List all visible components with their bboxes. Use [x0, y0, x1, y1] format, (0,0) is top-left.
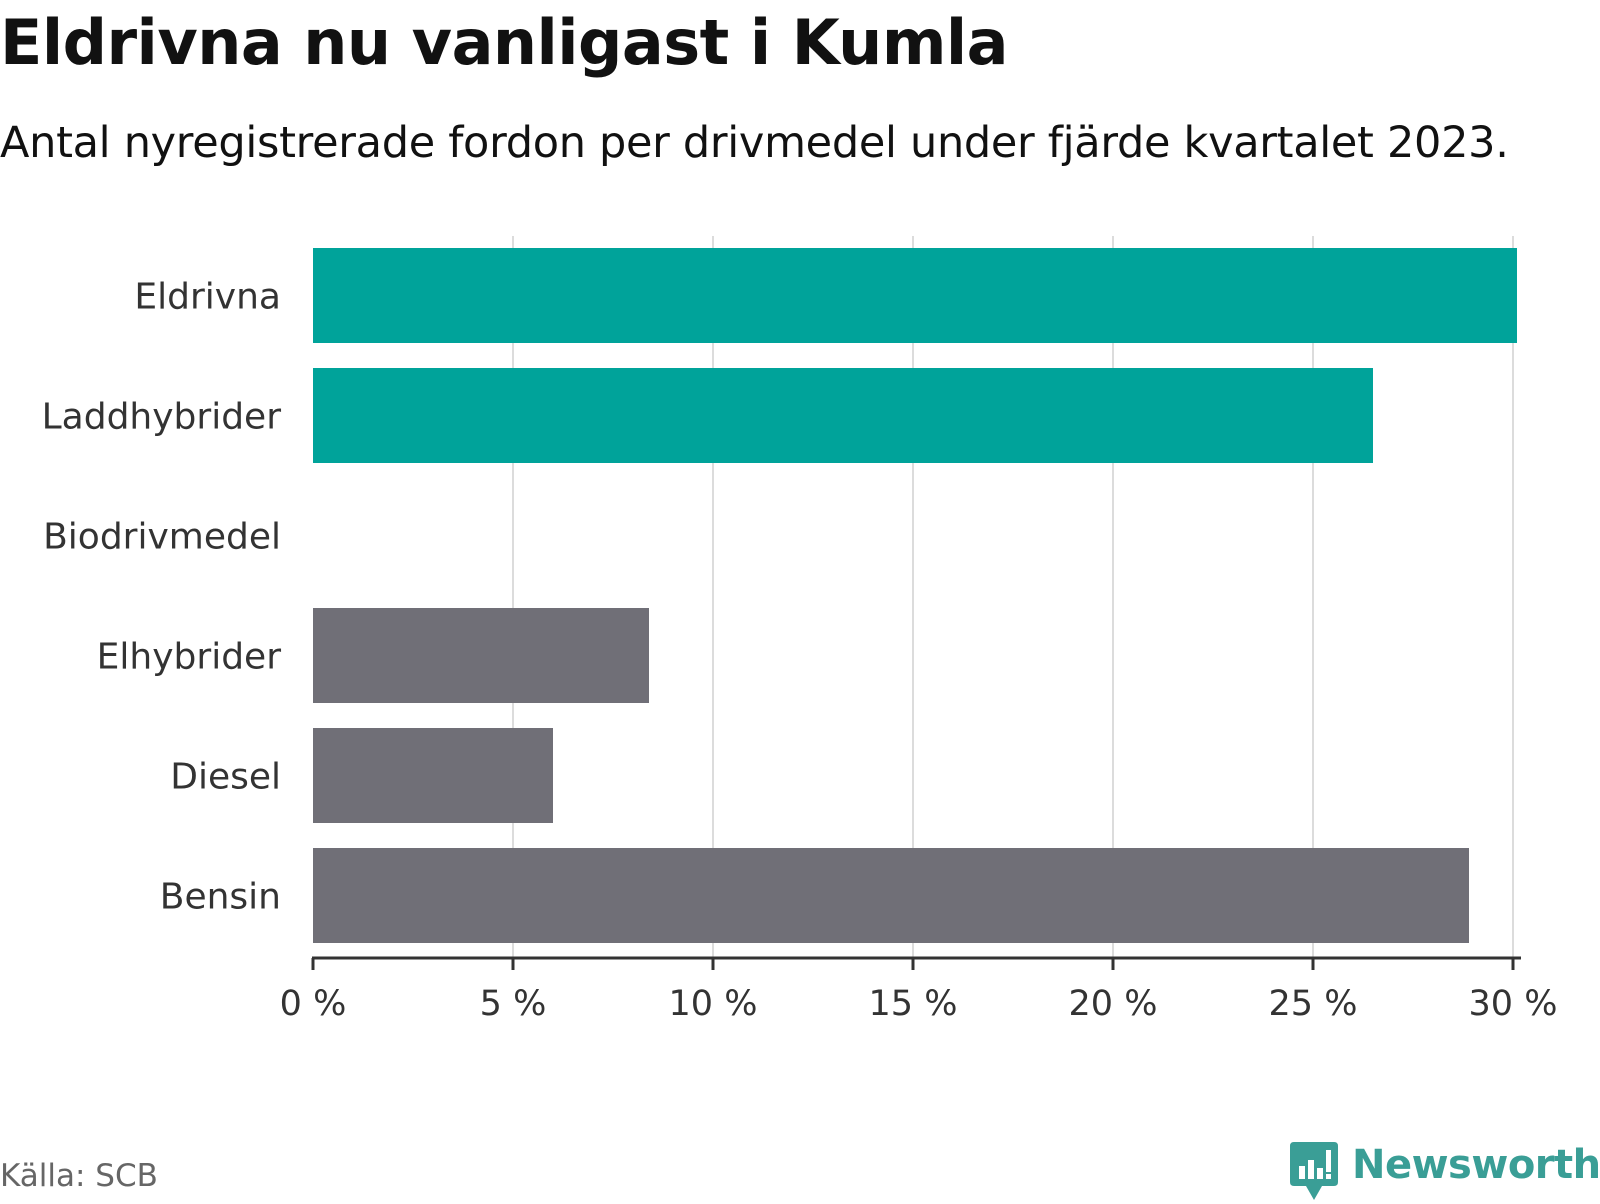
- x-tick-label-6: 30 %: [1469, 984, 1558, 1024]
- category-label-laddhybrider: Laddhybrider: [42, 397, 282, 438]
- source-note: Källa: SCB: [0, 1158, 158, 1194]
- newsworthy-logo-icon: [1290, 1142, 1338, 1200]
- chart-subtitle: Antal nyregistrerade fordon per drivmede…: [0, 118, 1509, 168]
- bar-bensin: [313, 848, 1469, 943]
- bar-diesel: [313, 728, 553, 823]
- category-label-biodrivmedel: Biodrivmedel: [43, 517, 281, 558]
- chart-title: Eldrivna nu vanligast i Kumla: [0, 6, 1009, 79]
- category-label-elhybrider: Elhybrider: [97, 637, 282, 678]
- category-label-bensin: Bensin: [160, 877, 281, 918]
- x-tick-label-4: 20 %: [1069, 984, 1158, 1024]
- bars: [313, 248, 1517, 943]
- grid-lines: [512, 236, 1514, 958]
- brand-logo: Newsworthy: [1290, 1142, 1600, 1204]
- x-tick-label-2: 10 %: [669, 984, 758, 1024]
- x-tick-label-5: 25 %: [1269, 984, 1358, 1024]
- category-labels: Eldrivna Laddhybrider Biodrivmedel Elhybrid…: [42, 277, 282, 918]
- bar-eldrivna: [313, 248, 1517, 343]
- category-label-diesel: Diesel: [170, 757, 281, 798]
- x-tick-label-1: 5 %: [480, 984, 547, 1024]
- brand-name: Newsworthy: [1352, 1142, 1600, 1188]
- x-tick-label-0: 0 %: [280, 984, 347, 1024]
- bar-laddhybrider: [313, 368, 1373, 463]
- bar-elhybrider: [313, 608, 649, 703]
- x-tick-label-3: 15 %: [869, 984, 958, 1024]
- category-label-eldrivna: Eldrivna: [134, 277, 281, 318]
- x-axis: 0 % 5 % 10 % 15 % 20 % 25 % 30 %: [280, 956, 1558, 1024]
